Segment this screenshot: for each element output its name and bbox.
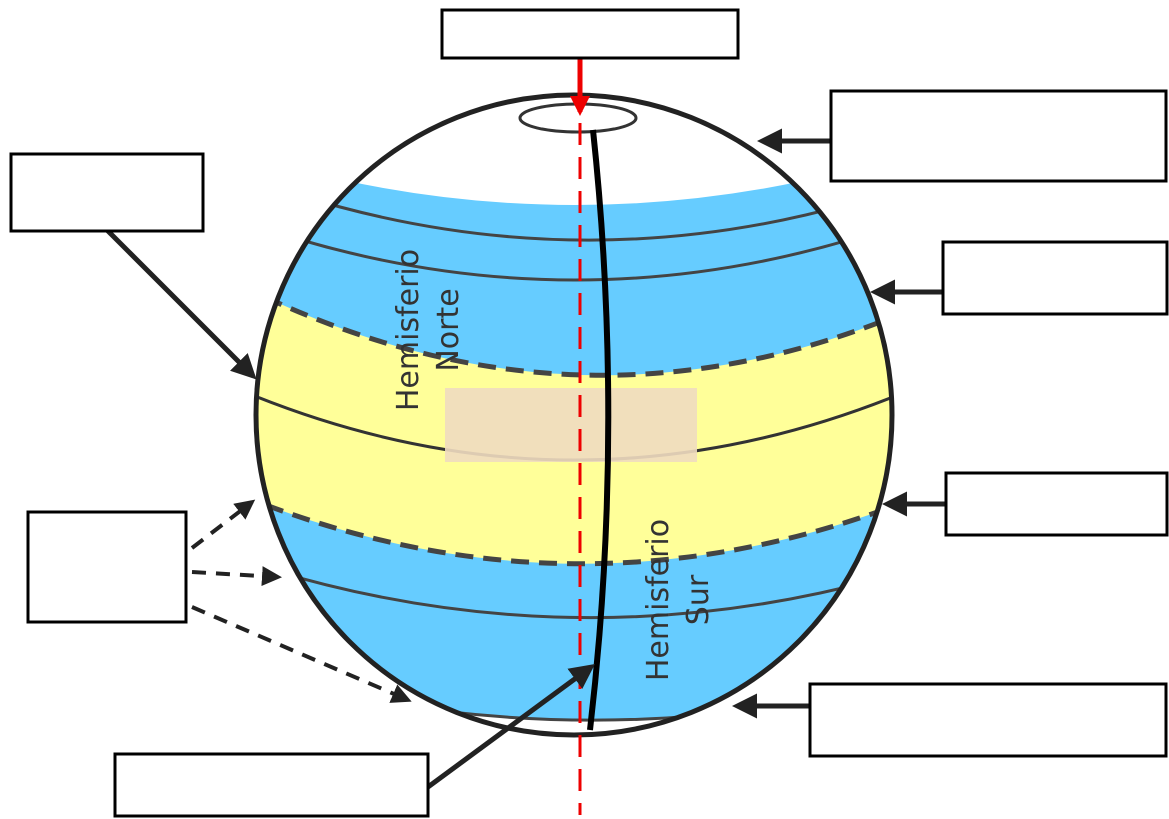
answer-box[interactable]: [808, 682, 1168, 758]
answer-box[interactable]: [829, 89, 1168, 183]
hemisphere-label: Sur: [681, 574, 716, 625]
answer-boxes: [9, 8, 1169, 818]
answer-box[interactable]: [113, 752, 430, 818]
answer-box[interactable]: [26, 510, 188, 624]
meridian: [587, 129, 612, 731]
answer-box[interactable]: [440, 8, 740, 60]
answer-box[interactable]: [941, 240, 1169, 316]
answer-box[interactable]: [9, 152, 205, 233]
arrows: [103, 128, 948, 790]
hemisphere-label: Norte: [431, 288, 466, 371]
hemisphere-label: Hemisferio: [391, 249, 426, 411]
globe-outline: [253, 92, 895, 738]
hemisphere-label: Hemisferio: [641, 519, 676, 681]
answer-box[interactable]: [944, 471, 1169, 537]
